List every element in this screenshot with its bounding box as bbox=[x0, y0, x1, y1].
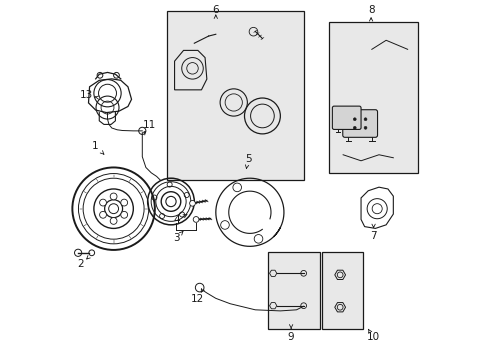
Circle shape bbox=[100, 211, 106, 218]
Circle shape bbox=[121, 211, 127, 218]
Text: 11: 11 bbox=[142, 121, 156, 130]
FancyBboxPatch shape bbox=[332, 106, 360, 130]
Circle shape bbox=[189, 201, 195, 206]
FancyBboxPatch shape bbox=[342, 110, 377, 137]
Bar bbox=[267, 252, 319, 329]
Circle shape bbox=[108, 204, 118, 213]
Circle shape bbox=[364, 118, 366, 121]
Circle shape bbox=[110, 217, 117, 224]
Text: 5: 5 bbox=[244, 154, 251, 164]
Text: 1: 1 bbox=[92, 141, 99, 151]
Text: 7: 7 bbox=[369, 231, 376, 240]
Text: 3: 3 bbox=[173, 233, 179, 243]
Text: 9: 9 bbox=[287, 332, 294, 342]
Text: 10: 10 bbox=[366, 332, 379, 342]
Circle shape bbox=[110, 193, 117, 200]
Circle shape bbox=[364, 126, 366, 129]
Text: 2: 2 bbox=[78, 259, 84, 269]
Text: 12: 12 bbox=[190, 294, 203, 304]
Circle shape bbox=[353, 118, 355, 121]
Circle shape bbox=[193, 217, 199, 222]
Bar bbox=[167, 12, 303, 180]
Circle shape bbox=[100, 199, 106, 206]
Text: 8: 8 bbox=[367, 5, 374, 15]
Text: 13: 13 bbox=[80, 90, 93, 100]
Bar bbox=[328, 22, 418, 173]
Bar bbox=[321, 252, 362, 329]
Circle shape bbox=[121, 199, 127, 206]
Text: 4: 4 bbox=[173, 215, 179, 225]
Circle shape bbox=[353, 126, 355, 129]
Text: 6: 6 bbox=[212, 5, 219, 15]
